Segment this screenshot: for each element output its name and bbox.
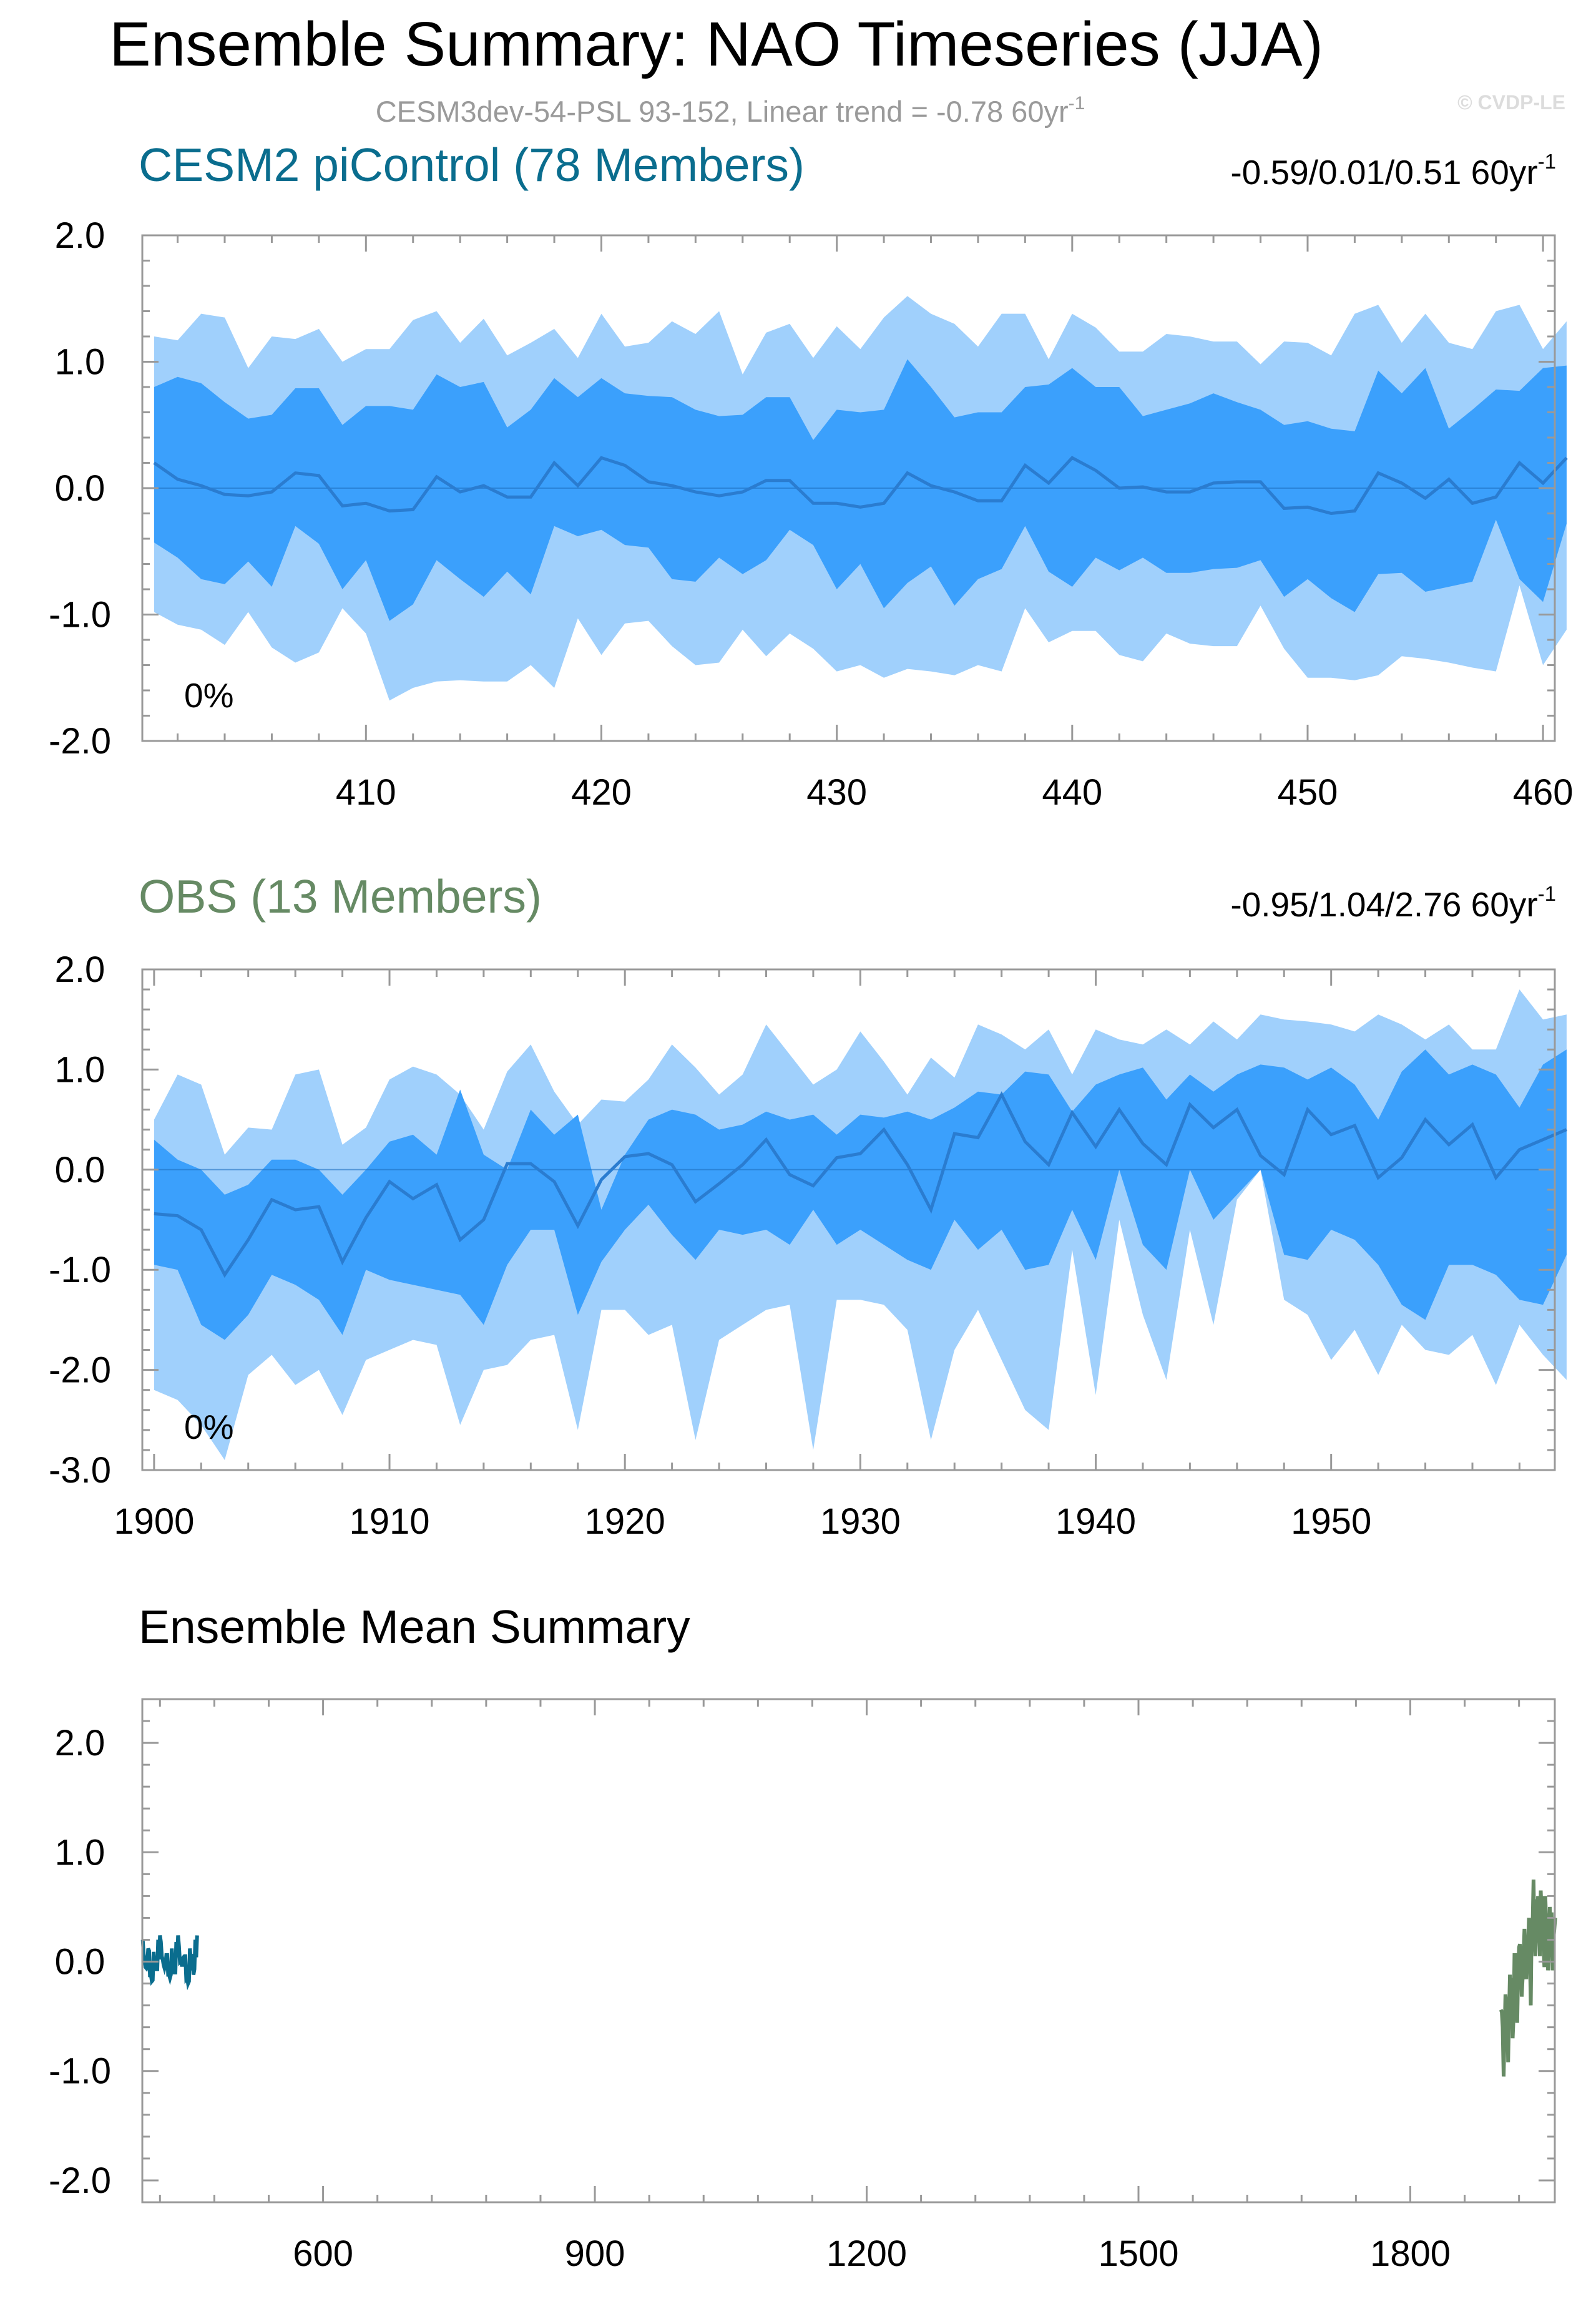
trend-stat-obs-text: -0.95/1.04/2.76 60yr bbox=[1230, 885, 1537, 924]
yaxis-cesm2: 2.0 1.0 0.0 -1.0 -2.0 bbox=[49, 215, 111, 762]
plot-frame-ensemble-mean bbox=[141, 1698, 1556, 2204]
panel-ensemble-mean: Ensemble Mean Summary 2.01.00.0-1.0-2.0 … bbox=[49, 1601, 1557, 2274]
trend-stat-cesm2-text: -0.59/0.01/0.51 60yr bbox=[1230, 153, 1537, 192]
x-tick-label: 1950 bbox=[1291, 1501, 1371, 1542]
x-tick-label: 600 bbox=[293, 2233, 353, 2274]
y-tick-label: -2.0 bbox=[49, 2160, 111, 2201]
xaxis-cesm2: 410 420 430 440 450 460 bbox=[336, 772, 1574, 813]
figure-subtitle: CESM3dev-54-PSL 93-152, Linear trend = -… bbox=[376, 93, 1085, 128]
figure-subtitle-text: CESM3dev-54-PSL 93-152, Linear trend = -… bbox=[376, 95, 1069, 128]
x-tick-label: 1500 bbox=[1098, 2233, 1178, 2274]
x-tick-label: 1940 bbox=[1055, 1501, 1136, 1542]
y-tick-label: -1.0 bbox=[49, 1250, 111, 1290]
y-tick-label: -1.0 bbox=[49, 2051, 111, 2092]
y-tick-label: 0.0 bbox=[55, 1150, 105, 1190]
y-tick-label: -2.0 bbox=[49, 1350, 111, 1391]
y-tick-label: -3.0 bbox=[49, 1450, 111, 1491]
x-tick-label: 900 bbox=[565, 2233, 625, 2274]
x-tick-label: 1930 bbox=[820, 1501, 901, 1542]
x-tick-label: 1910 bbox=[350, 1501, 430, 1542]
x-tick-label: 420 bbox=[571, 772, 632, 813]
mean-series-obs bbox=[1499, 1880, 1557, 2077]
yaxis-ensemble-mean: 2.0 1.0 0.0 -1.0 -2.0 bbox=[49, 1723, 111, 2201]
y-tick-label: 0.0 bbox=[55, 468, 105, 509]
panel-title-obs: OBS (13 Members) bbox=[139, 870, 542, 923]
mean-series-cesm2 bbox=[140, 1935, 199, 1991]
panel-title-cesm2: CESM2 piControl (78 Members) bbox=[139, 139, 805, 191]
trend-stat-obs-sup: -1 bbox=[1538, 882, 1556, 905]
xaxis-ensemble-mean: 600 900 1200 1500 1800 bbox=[293, 2233, 1451, 2274]
yaxis-obs: 2.0 1.0 0.0 -1.0 -2.0 -3.0 bbox=[49, 949, 111, 1491]
x-tick-label: 1920 bbox=[585, 1501, 665, 1542]
y-tick-label: -1.0 bbox=[49, 595, 111, 635]
figure-subtitle-sup: -1 bbox=[1069, 93, 1085, 114]
axis-ticks-obs bbox=[142, 968, 1555, 1471]
x-tick-label: 410 bbox=[336, 772, 396, 813]
y-tick-label: 0.0 bbox=[55, 1942, 105, 1983]
plot-frame-obs bbox=[141, 968, 1556, 1471]
y-tick-label: 1.0 bbox=[55, 1832, 105, 1873]
percent-label-obs: 0% bbox=[184, 1408, 234, 1446]
watermark: © CVDP-LE bbox=[1457, 91, 1565, 114]
axis-ticks-cesm2 bbox=[142, 234, 1555, 742]
percent-label-cesm2: 0% bbox=[184, 676, 234, 715]
y-tick-label: 1.0 bbox=[55, 342, 105, 383]
axis-ticks-ensemble-mean bbox=[142, 1698, 1555, 2204]
y-tick-label: -2.0 bbox=[49, 721, 111, 762]
y-tick-label: 2.0 bbox=[55, 949, 105, 990]
x-tick-label: 1200 bbox=[826, 2233, 907, 2274]
panel-title-ensemble-mean: Ensemble Mean Summary bbox=[139, 1601, 690, 1653]
trend-stat-cesm2: -0.59/0.01/0.51 60yr-1 bbox=[1230, 150, 1556, 192]
x-tick-label: 450 bbox=[1278, 772, 1338, 813]
panel-cesm2: CESM2 piControl (78 Members) -0.59/0.01/… bbox=[49, 139, 1574, 813]
mean-line-obs bbox=[154, 1091, 1567, 1278]
panel-obs: OBS (13 Members) -0.95/1.04/2.76 60yr-1 … bbox=[49, 870, 1567, 1542]
y-tick-label: 2.0 bbox=[55, 1723, 105, 1763]
x-tick-label: 430 bbox=[806, 772, 867, 813]
trend-stat-obs: -0.95/1.04/2.76 60yr-1 bbox=[1230, 882, 1556, 924]
trend-stat-cesm2-sup: -1 bbox=[1538, 150, 1556, 173]
inner-band-cesm2 bbox=[154, 359, 1567, 621]
y-tick-label: 2.0 bbox=[55, 215, 105, 256]
x-tick-label: 1900 bbox=[114, 1501, 194, 1542]
x-tick-label: 1800 bbox=[1370, 2233, 1451, 2274]
figure-title: Ensemble Summary: NAO Timeseries (JJA) bbox=[109, 9, 1323, 79]
mean-line-cesm2 bbox=[153, 456, 1568, 516]
x-tick-label: 460 bbox=[1513, 772, 1574, 813]
inner-band-obs bbox=[154, 1049, 1567, 1340]
y-tick-label: 1.0 bbox=[55, 1049, 105, 1090]
xaxis-obs: 1900 1910 1920 1930 1940 1950 bbox=[114, 1501, 1371, 1542]
x-tick-label: 440 bbox=[1042, 772, 1102, 813]
